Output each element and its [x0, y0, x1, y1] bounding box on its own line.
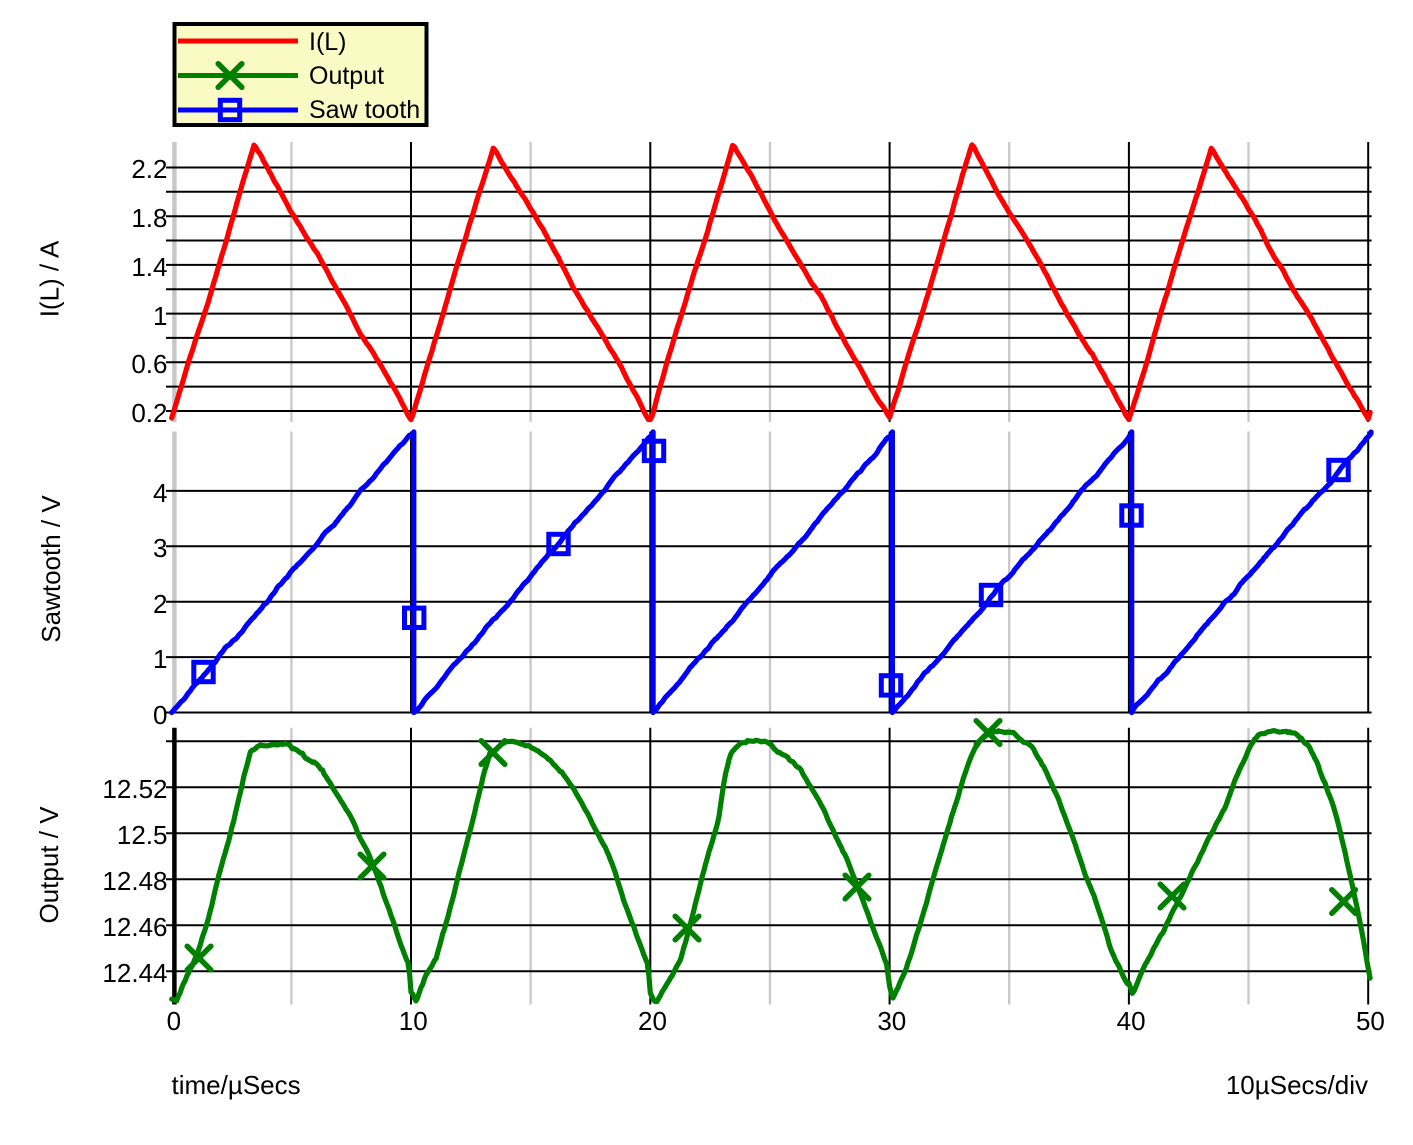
- svg-text:Saw tooth: Saw tooth: [309, 96, 420, 124]
- svg-text:50: 50: [1356, 1006, 1385, 1036]
- svg-text:2: 2: [153, 589, 167, 619]
- svg-text:I(L): I(L): [309, 28, 347, 56]
- svg-text:4: 4: [153, 478, 167, 508]
- svg-text:3: 3: [153, 533, 167, 563]
- svg-text:I(L) / A: I(L) / A: [35, 240, 65, 317]
- svg-text:12.52: 12.52: [102, 774, 167, 804]
- svg-text:Output / V: Output / V: [34, 806, 64, 924]
- svg-text:time/µSecs: time/µSecs: [172, 1070, 301, 1100]
- svg-text:12.44: 12.44: [102, 958, 167, 988]
- svg-text:0: 0: [167, 1006, 181, 1036]
- svg-text:12.46: 12.46: [102, 912, 167, 942]
- svg-text:10µSecs/div: 10µSecs/div: [1226, 1070, 1368, 1100]
- svg-text:12.5: 12.5: [117, 820, 168, 850]
- svg-text:Sawtooth / V: Sawtooth / V: [36, 495, 66, 643]
- svg-text:12.48: 12.48: [102, 866, 167, 896]
- svg-text:10: 10: [399, 1006, 428, 1036]
- svg-text:1.4: 1.4: [131, 252, 167, 282]
- svg-text:40: 40: [1117, 1006, 1146, 1036]
- svg-text:1: 1: [153, 644, 167, 674]
- svg-text:30: 30: [877, 1006, 906, 1036]
- svg-text:0.6: 0.6: [131, 349, 167, 379]
- svg-text:20: 20: [638, 1006, 667, 1036]
- svg-text:2.2: 2.2: [131, 154, 167, 184]
- svg-text:0: 0: [153, 700, 167, 730]
- svg-text:1.8: 1.8: [131, 203, 167, 233]
- svg-text:1: 1: [153, 301, 167, 331]
- svg-text:Output: Output: [309, 62, 384, 90]
- svg-text:0.2: 0.2: [131, 398, 167, 428]
